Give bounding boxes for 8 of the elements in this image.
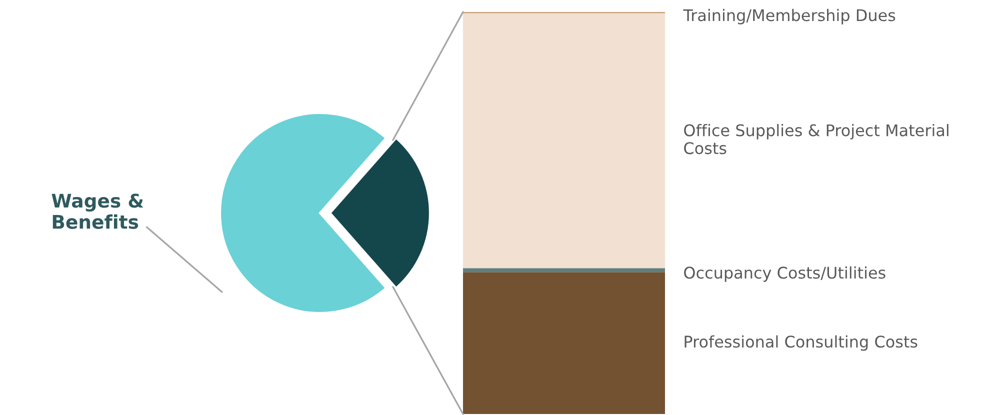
- series-label: Office Supplies & Project Material Costs: [684, 124, 948, 154]
- bar: [463, 268, 665, 272]
- slice-label: Wages & Benefits: [52, 194, 144, 229]
- series-label: Occupancy Costs/Utilities: [684, 266, 886, 282]
- series-label: Training/Membership Dues: [683, 8, 896, 24]
- series-label: Professional Consulting Costs: [684, 335, 918, 351]
- bar: [463, 272, 665, 414]
- bar: [463, 13, 665, 268]
